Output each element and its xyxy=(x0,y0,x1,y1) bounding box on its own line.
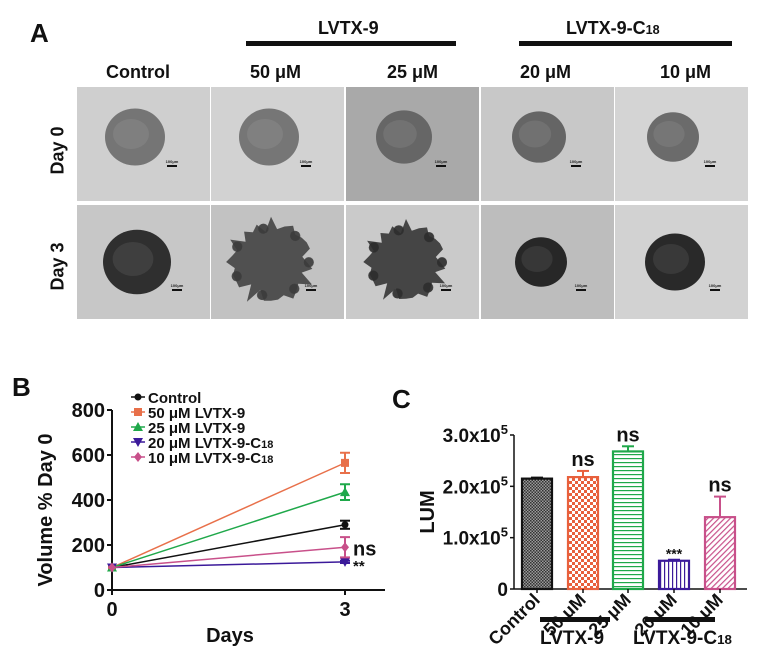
svg-text:ns: ns xyxy=(353,538,376,560)
svg-text:100μm: 100μm xyxy=(570,159,583,164)
svg-text:600: 600 xyxy=(72,445,105,467)
c-group-label-lvtx9-c18: LVTX-9-C18 xyxy=(633,628,732,649)
micrograph-tile: 100μm xyxy=(615,87,748,201)
group-bar-lvtx9 xyxy=(246,41,456,46)
micrograph-tile: 100μm xyxy=(346,205,479,319)
svg-text:Days: Days xyxy=(206,625,254,647)
row-label-day3: Day 3 xyxy=(47,242,68,291)
micrograph-tile: 100μm xyxy=(77,87,210,201)
svg-text:100μm: 100μm xyxy=(704,159,717,164)
svg-text:50 μM LVTX-9: 50 μM LVTX-9 xyxy=(148,405,245,422)
micrograph-tile: 100μm xyxy=(211,87,344,201)
micrograph-tile: 100μm xyxy=(615,205,748,319)
svg-text:100μm: 100μm xyxy=(440,283,453,288)
c-group-bar-lvtx9-c18 xyxy=(645,617,715,622)
svg-text:**: ** xyxy=(353,558,365,575)
svg-text:ns: ns xyxy=(571,449,594,471)
group-label-lvtx9-c18: LVTX-9-C18 xyxy=(566,18,660,38)
c-group-bar-lvtx9 xyxy=(540,617,610,622)
col-header-25um: 25 μM xyxy=(387,62,439,82)
svg-text:LUM: LUM xyxy=(417,490,439,533)
svg-text:10 μM LVTX-9-C18: 10 μM LVTX-9-C18 xyxy=(148,450,273,467)
col-header-50um: 50 μM xyxy=(250,62,302,82)
c-group-label-lvtx9: LVTX-9 xyxy=(540,628,605,649)
svg-text:0: 0 xyxy=(106,599,117,621)
panel-b-line-chart: 0 200 400 600 800 0 3 Days Volume % Day 0 ns** Con… xyxy=(35,390,385,647)
svg-text:100μm: 100μm xyxy=(166,159,179,164)
micrograph-tile: 100μm xyxy=(481,87,614,201)
svg-text:100μm: 100μm xyxy=(435,159,448,164)
svg-text:3.0x105: 3.0x105 xyxy=(443,422,508,447)
svg-text:25 μM LVTX-9: 25 μM LVTX-9 xyxy=(148,420,245,437)
micrograph-tile: 100μm xyxy=(346,87,479,201)
panel-b-letter: B xyxy=(12,372,31,402)
svg-text:3: 3 xyxy=(339,599,350,621)
svg-text:100μm: 100μm xyxy=(300,159,313,164)
svg-text:***: *** xyxy=(666,546,683,562)
svg-text:100μm: 100μm xyxy=(709,283,722,288)
micrograph-tile: 100μm xyxy=(211,205,344,319)
col-header-control: Control xyxy=(106,62,170,82)
svg-text:1.0x105: 1.0x105 xyxy=(443,525,508,550)
svg-text:400: 400 xyxy=(72,490,105,512)
svg-text:2.0x105: 2.0x105 xyxy=(443,473,508,498)
row-label-day0: Day 0 xyxy=(47,126,68,175)
group-bar-lvtx9-c18 xyxy=(519,41,732,46)
svg-text:100μm: 100μm xyxy=(171,283,184,288)
panel-c-letter: C xyxy=(392,384,411,414)
svg-text:100μm: 100μm xyxy=(575,283,588,288)
col-header-10um: 10 μM xyxy=(660,62,712,82)
micrograph-tile: 100μm xyxy=(481,205,614,319)
svg-text:0: 0 xyxy=(94,580,105,602)
svg-text:Control: Control xyxy=(148,390,201,407)
svg-text:Volume % Day 0: Volume % Day 0 xyxy=(35,433,57,586)
group-label-lvtx9: LVTX-9 xyxy=(318,18,379,38)
svg-text:20 μM LVTX-9-C18: 20 μM LVTX-9-C18 xyxy=(148,435,273,452)
svg-text:800: 800 xyxy=(72,400,105,422)
svg-text:Control: Control xyxy=(484,590,543,649)
micrograph-tile: 100μm xyxy=(77,205,210,319)
svg-text:200: 200 xyxy=(72,535,105,557)
svg-text:0: 0 xyxy=(497,580,508,601)
col-header-20um: 20 μM xyxy=(520,62,572,82)
svg-text:ns: ns xyxy=(708,475,731,497)
svg-text:100μm: 100μm xyxy=(305,283,318,288)
svg-text:ns: ns xyxy=(616,424,639,446)
panel-a-letter: A xyxy=(30,18,49,48)
